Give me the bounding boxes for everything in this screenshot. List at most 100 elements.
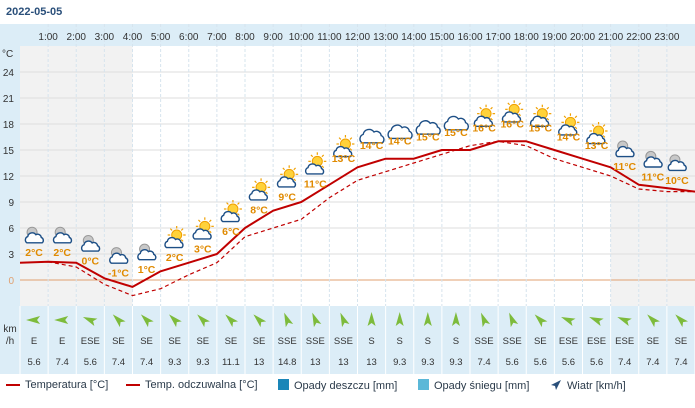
cloud-icon bbox=[443, 115, 469, 131]
temperature-label: 3°C bbox=[194, 243, 212, 255]
wind-direction: S bbox=[453, 336, 459, 347]
cloud-sun-icon bbox=[164, 226, 186, 249]
cloud-icon bbox=[387, 124, 413, 140]
wind-direction: S bbox=[368, 336, 374, 347]
hour-header-band bbox=[0, 24, 695, 46]
temperature-label: 6°C bbox=[222, 226, 240, 238]
legend-wind[interactable]: Wiatr [km/h] bbox=[550, 379, 626, 392]
y-tick-label: 18 bbox=[3, 120, 15, 131]
wind-unit-line1: km bbox=[3, 324, 16, 335]
wind-direction: E bbox=[59, 336, 65, 347]
wind-direction: SE bbox=[534, 336, 547, 347]
temperature-line-swatch bbox=[6, 384, 20, 387]
wind-speed: 5.6 bbox=[84, 357, 97, 368]
legend-rain[interactable]: Opady deszczu [mm] bbox=[278, 379, 397, 392]
wind-arrow-icon bbox=[197, 314, 210, 328]
wind-direction: SSE bbox=[306, 336, 325, 347]
hour-label: 21:00 bbox=[598, 32, 623, 43]
wind-arrow-icon bbox=[617, 316, 632, 326]
wind-arrow-icon bbox=[340, 312, 350, 328]
cloud-moon-icon bbox=[80, 234, 101, 252]
wind-arrow-icon bbox=[647, 314, 660, 328]
cloud-sun-icon bbox=[248, 178, 271, 201]
wind-speed: 5.6 bbox=[590, 357, 603, 368]
cloud-sun-icon bbox=[586, 122, 608, 145]
y-tick-label: 24 bbox=[3, 68, 15, 79]
wind-speed: 5.6 bbox=[534, 357, 547, 368]
wind-speed: 9.3 bbox=[196, 357, 209, 368]
cloud-sun-icon bbox=[220, 200, 242, 223]
temperature-label: 14°C bbox=[557, 131, 581, 143]
temperature-label: 15°C bbox=[529, 123, 553, 135]
legend-rain-label: Opady deszczu [mm] bbox=[294, 380, 398, 392]
cloud-moon-icon bbox=[643, 150, 663, 168]
temperature-label: 2°C bbox=[53, 247, 71, 259]
temperature-label: 16°C bbox=[500, 118, 524, 130]
legend-feels-like[interactable]: Temp. odczuwalna [°C] bbox=[126, 379, 258, 391]
temperature-label: -1°C bbox=[108, 268, 130, 280]
temperature-label: 11°C bbox=[641, 171, 664, 183]
wind-direction: ESE bbox=[559, 336, 578, 347]
feels-like-line-swatch bbox=[126, 384, 140, 387]
cloud-moon-icon bbox=[52, 226, 73, 244]
wind-direction: SE bbox=[675, 336, 688, 347]
temperature-line bbox=[19, 140, 695, 288]
wind-speed: 5.6 bbox=[506, 357, 519, 368]
wind-arrow-icon bbox=[561, 316, 576, 326]
legend-snow[interactable]: Opady śniegu [mm] bbox=[418, 379, 529, 392]
wind-speed: 9.3 bbox=[168, 357, 181, 368]
wind-speed: 9.3 bbox=[393, 357, 406, 368]
temperature-label: 2°C bbox=[25, 247, 43, 259]
cloud-sun-icon bbox=[304, 152, 327, 175]
chart-legend: Temperatura [°C] Temp. odczuwalna [°C] O… bbox=[0, 374, 695, 398]
temperature-label: 15°C bbox=[444, 127, 468, 139]
wind-direction: ESE bbox=[81, 336, 100, 347]
wind-direction: SE bbox=[646, 336, 659, 347]
y-tick-label: 12 bbox=[3, 172, 15, 183]
hourly-forecast-chart: 0 3 6 9 12 15 18 21 24 °C 1:00 2:00 3:00 4:00 5:00 6:00… bbox=[0, 24, 695, 374]
hour-label: 6:00 bbox=[179, 32, 199, 43]
wind-arrow-icon bbox=[423, 312, 432, 326]
cloud-moon-icon bbox=[24, 226, 45, 244]
temperature-label: 11°C bbox=[304, 178, 327, 190]
cloud-moon-icon bbox=[137, 243, 157, 261]
forecast-date: 2022-05-05 bbox=[6, 6, 63, 18]
wind-arrow-icon bbox=[675, 314, 689, 328]
wind-arrow-icon bbox=[253, 314, 267, 328]
temperature-label: 14°C bbox=[360, 140, 384, 152]
legend-temperature[interactable]: Temperatura [°C] bbox=[6, 379, 108, 391]
y-tick-label: 21 bbox=[3, 94, 15, 105]
y-tick-label: 15 bbox=[3, 146, 15, 157]
feels-like-line bbox=[19, 140, 695, 297]
wind-direction: SSE bbox=[475, 336, 494, 347]
wind-speed: 7.4 bbox=[646, 357, 659, 368]
wind-arrow-icon bbox=[451, 312, 460, 326]
wind-direction: SE bbox=[253, 336, 266, 347]
cloud-sun-icon bbox=[192, 217, 214, 240]
wind-speed: 14.8 bbox=[278, 357, 297, 368]
wind-arrow-icon bbox=[82, 316, 98, 326]
wind-speed: 13 bbox=[338, 357, 349, 368]
wind-direction: S bbox=[425, 336, 431, 347]
wind-arrow-icon bbox=[534, 314, 548, 328]
wind-direction: SE bbox=[225, 336, 238, 347]
y-axis-band bbox=[0, 24, 20, 306]
hour-label: 5:00 bbox=[151, 32, 171, 43]
cloud-icon bbox=[359, 128, 385, 144]
cloud-sun-icon bbox=[473, 104, 496, 127]
cloud-sun-icon bbox=[333, 135, 355, 158]
wind-direction: ESE bbox=[587, 336, 606, 347]
legend-wind-label: Wiatr [km/h] bbox=[567, 380, 626, 392]
wind-direction: E bbox=[31, 336, 37, 347]
wind-arrow-icon bbox=[54, 316, 69, 324]
wind-arrow-icon bbox=[312, 312, 322, 328]
hour-label: 19:00 bbox=[542, 32, 567, 43]
temperature-label: 14°C bbox=[388, 136, 412, 148]
hour-label: 7:00 bbox=[207, 32, 227, 43]
y-tick-label: 0 bbox=[8, 276, 14, 287]
wind-arrow-icon bbox=[26, 316, 41, 324]
wind-speed: 7.4 bbox=[477, 357, 490, 368]
wind-arrow-icon bbox=[112, 314, 126, 328]
legend-feels-like-label: Temp. odczuwalna [°C] bbox=[145, 379, 258, 391]
wind-direction: SSE bbox=[334, 336, 353, 347]
